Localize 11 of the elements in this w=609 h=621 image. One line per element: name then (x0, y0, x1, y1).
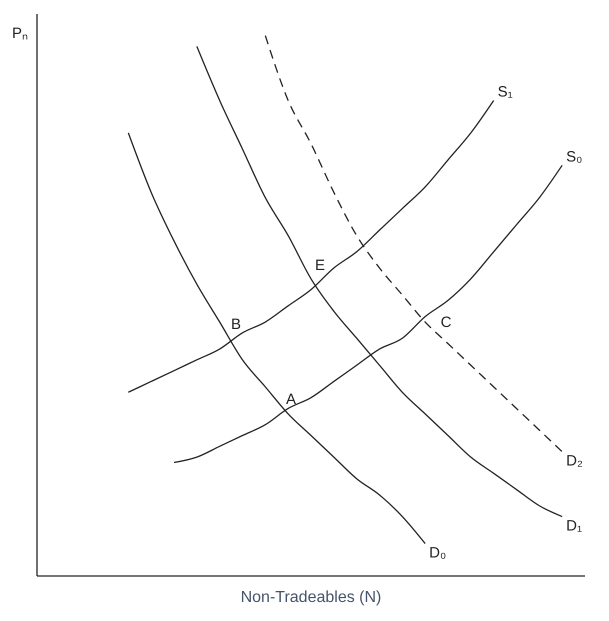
series-label: D₁ (566, 518, 582, 535)
annotation: E (314, 257, 326, 274)
annotation: C (440, 314, 452, 331)
x-axis-title: Non-Tradeables (N) (240, 589, 382, 606)
series-label: S₁ (498, 83, 513, 100)
series-label: D₀ (429, 544, 446, 562)
y-axis-title: Pₙ (12, 25, 28, 42)
series-label: S₀ (566, 148, 582, 166)
annotation: B (230, 316, 242, 333)
series-label: D₂ (566, 452, 583, 470)
annotation: A (286, 391, 296, 408)
